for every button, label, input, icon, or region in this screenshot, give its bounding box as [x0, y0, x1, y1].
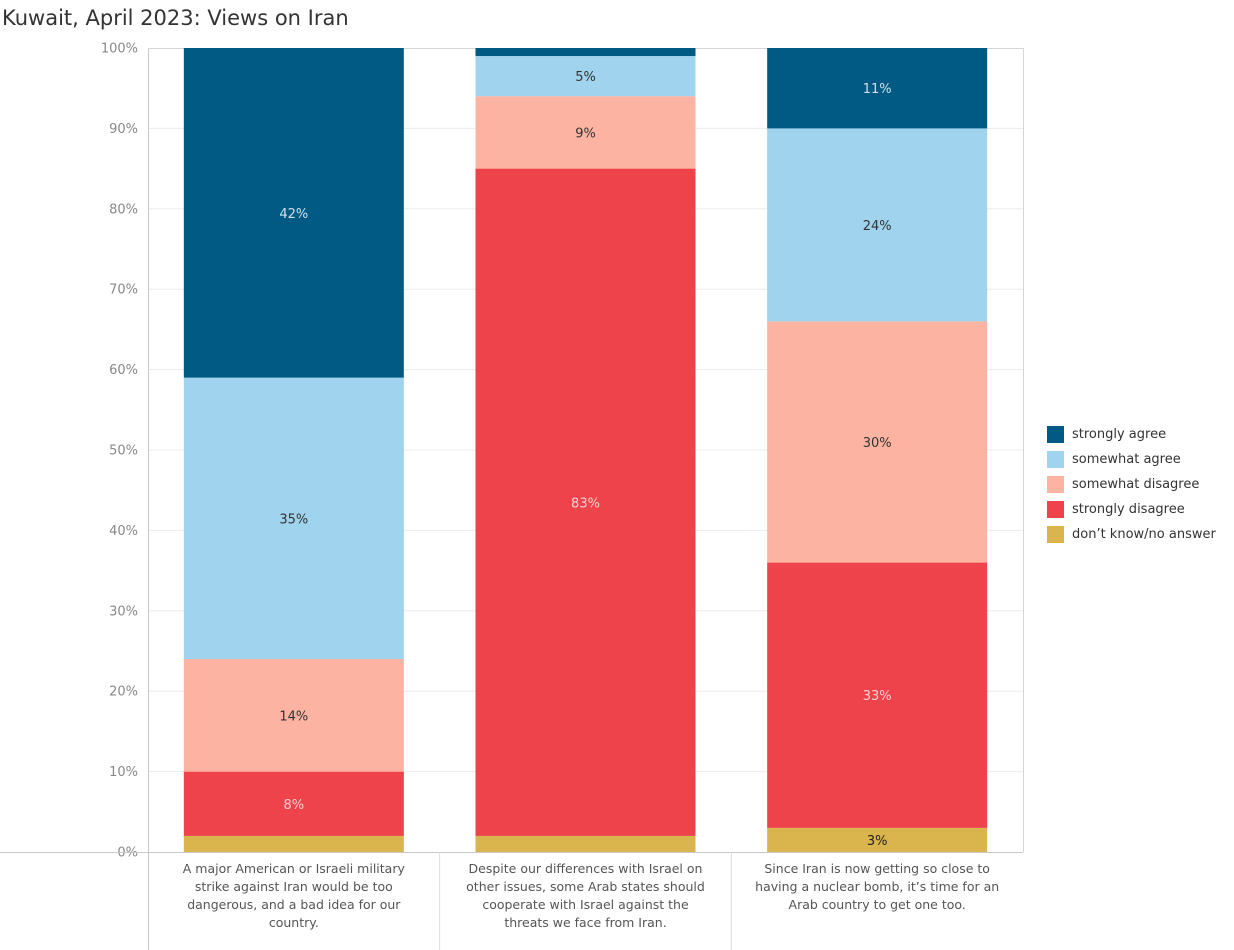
data-labels: 8% 14% 35% 42% 83% 9% 5% 3% 33% 30% 24% 11%: [279, 70, 891, 849]
y-tick-label: 50%: [109, 444, 138, 459]
x-category-label: having a nuclear bomb, it’s time for an: [755, 879, 999, 894]
bar-segment: [767, 48, 988, 129]
data-label: 24%: [863, 219, 892, 234]
y-tick-label: 20%: [109, 685, 138, 700]
y-tick-label: 80%: [109, 202, 138, 217]
y-tick-label: 100%: [101, 42, 138, 57]
legend-label: somewhat disagree: [1072, 477, 1200, 492]
bar-segment: [767, 827, 988, 852]
legend-label: don’t know/no answer: [1072, 527, 1216, 542]
x-category-label: other issues, some Arab states should: [466, 879, 705, 894]
data-label: 14%: [279, 709, 308, 724]
legend-swatch: [1047, 526, 1064, 543]
data-label: 33%: [863, 689, 892, 704]
x-category-label: A major American or Israeli military: [183, 861, 406, 876]
x-category-label: cooperate with Israel against the: [482, 897, 689, 912]
y-tick-label: 70%: [109, 283, 138, 298]
legend-item[interactable]: strongly agree: [1047, 422, 1216, 447]
data-label: 42%: [279, 207, 308, 222]
legend-label: somewhat agree: [1072, 452, 1181, 467]
y-tick-label: 30%: [109, 604, 138, 619]
data-label: 8%: [284, 798, 305, 813]
legend-label: strongly agree: [1072, 427, 1167, 442]
y-tick-label: 60%: [109, 363, 138, 378]
bar-segment: [183, 771, 404, 836]
data-label: 9%: [575, 126, 596, 141]
x-category-label: strike against Iran would be too: [195, 879, 393, 894]
category-labels: A major American or Israeli military stri…: [183, 852, 999, 950]
y-tick-label: 90%: [109, 122, 138, 137]
bar-segment: [767, 321, 988, 563]
data-label: 30%: [863, 436, 892, 451]
bar-segment: [183, 835, 404, 852]
data-label: 3%: [867, 834, 888, 849]
x-category-label: country.: [269, 915, 319, 930]
legend-swatch: [1047, 476, 1064, 493]
legend-swatch: [1047, 501, 1064, 518]
y-tick-label: 40%: [109, 524, 138, 539]
x-category-label: dangerous, and a bad idea for our: [187, 897, 401, 912]
data-label: 11%: [863, 82, 892, 97]
bar-segment: [183, 377, 404, 660]
bar-segment: [475, 96, 696, 169]
bar-segment: [183, 659, 404, 772]
x-category-label: Despite our differences with Israel on: [469, 861, 703, 876]
bar-segment: [475, 168, 696, 836]
legend: strongly agree somewhat agree somewhat dis…: [1047, 422, 1216, 547]
legend-item[interactable]: somewhat disagree: [1047, 472, 1216, 497]
bar-segment: [475, 48, 696, 57]
bar-segment: [475, 56, 696, 97]
chart-title: Kuwait, April 2023: Views on Iran: [2, 6, 349, 30]
legend-label: strongly disagree: [1072, 502, 1185, 517]
data-label: 35%: [279, 512, 308, 527]
bar-segment: [767, 128, 988, 322]
y-tick-label: 10%: [109, 765, 138, 780]
data-label: 5%: [575, 70, 596, 85]
x-category-label: Arab country to get one too.: [789, 897, 966, 912]
axes: 0%10%20%30%40%50%60%70%80%90%100%: [0, 42, 1024, 950]
bar-segment: [475, 835, 696, 852]
bars: [183, 48, 988, 852]
data-label: 83%: [571, 496, 600, 511]
legend-swatch: [1047, 451, 1064, 468]
x-category-label: Since Iran is now getting so close to: [764, 861, 990, 876]
legend-item[interactable]: somewhat agree: [1047, 447, 1216, 472]
x-category-label: threats we face from Iran.: [504, 915, 666, 930]
bar-segment: [767, 562, 988, 828]
legend-item[interactable]: strongly disagree: [1047, 497, 1216, 522]
bar-segment: [183, 48, 404, 378]
legend-item[interactable]: don’t know/no answer: [1047, 522, 1216, 547]
legend-swatch: [1047, 426, 1064, 443]
